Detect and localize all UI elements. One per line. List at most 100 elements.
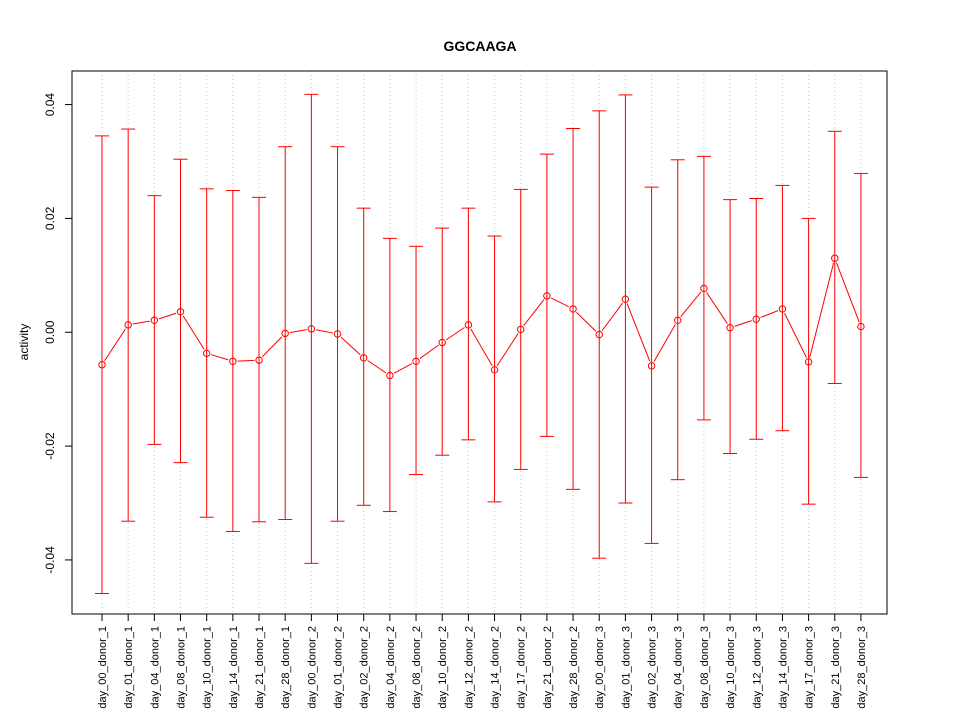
series-segment (680, 291, 702, 317)
x-tick-label: day_21_donor_1 (254, 626, 266, 709)
series-segment (445, 327, 465, 341)
x-tick-label: day_14_donor_2 (490, 626, 502, 709)
data-point (360, 354, 368, 362)
x-tick-label: day_10_donor_3 (725, 626, 737, 709)
series-segment (706, 292, 728, 325)
x-tick-label: day_01_donor_2 (333, 626, 345, 709)
series-segment (470, 328, 493, 367)
data-point (281, 329, 289, 338)
x-tick-label: day_00_donor_2 (306, 626, 318, 709)
series-segment (419, 344, 439, 359)
series-line (104, 262, 860, 374)
series-segment (626, 303, 651, 362)
data-point (490, 366, 499, 374)
data-points (98, 254, 865, 380)
data-point (778, 305, 787, 313)
data-point (333, 330, 342, 338)
series-segment (237, 359, 255, 362)
data-point (857, 322, 865, 331)
series-segment (523, 299, 545, 327)
x-tick-label: day_00_donor_3 (594, 626, 606, 709)
x-tick-label: day_21_donor_2 (542, 626, 554, 709)
series-segment (393, 363, 413, 374)
data-point (255, 356, 263, 364)
data-point (674, 316, 682, 325)
data-point (726, 324, 734, 332)
series-segment (809, 262, 835, 358)
data-point (176, 308, 185, 316)
data-point (386, 371, 394, 380)
x-tick-label: day_10_donor_1 (202, 626, 214, 709)
data-point (621, 295, 630, 303)
x-tick-label: day_04_donor_2 (385, 626, 397, 709)
x-axis: day_00_donor_1 day_01_donor_1 day_04_donor… (97, 613, 868, 709)
data-point (569, 305, 577, 313)
series-segment (784, 312, 807, 358)
x-tick-label: day_08_donor_3 (699, 626, 711, 709)
series-segment (340, 336, 361, 356)
y-tick-label: 0.04 (43, 93, 57, 117)
x-tick-label: day_04_donor_3 (673, 626, 685, 709)
x-tick-label: day_21_donor_3 (830, 626, 842, 709)
data-point (438, 338, 446, 347)
x-tick-label: day_28_donor_2 (568, 626, 580, 709)
y-tick-label: 0.02 (43, 206, 57, 230)
x-tick-label: day_01_donor_3 (620, 626, 632, 709)
series-segment (760, 310, 779, 318)
data-point (150, 316, 159, 325)
series-segment (104, 328, 127, 362)
x-tick-label: day_14_donor_3 (777, 626, 789, 709)
y-tick-label: 0.00 (43, 320, 57, 344)
data-point (229, 357, 237, 365)
series-segment (550, 297, 570, 308)
y-axis-label: activity (17, 324, 31, 361)
x-tick-label: day_01_donor_1 (123, 626, 135, 709)
x-tick-label: day_08_donor_1 (176, 626, 188, 709)
x-tick-label: day_28_donor_3 (856, 626, 868, 709)
error-bars (95, 93, 868, 595)
series-segment (367, 360, 387, 374)
data-point (202, 349, 211, 358)
series-segment (496, 333, 519, 367)
x-tick-label: day_14_donor_1 (228, 626, 240, 709)
data-point (700, 284, 708, 293)
x-tick-label: day_00_donor_1 (97, 626, 109, 709)
x-tick-label: day_02_donor_2 (359, 626, 371, 709)
series-segment (653, 324, 676, 363)
x-tick-label: day_08_donor_2 (411, 626, 423, 709)
grid-lines (101, 71, 862, 614)
chart-title: GGCAAGA (443, 38, 516, 54)
data-point (647, 362, 656, 370)
data-point (98, 360, 106, 369)
x-tick-label: day_02_donor_3 (647, 626, 659, 709)
data-point (464, 321, 473, 329)
data-point (595, 330, 603, 339)
data-point (543, 292, 551, 300)
data-point (412, 357, 420, 365)
series-segment (289, 329, 307, 334)
y-axis: -0.04 -0.02 0.00 0.02 0.04 (43, 93, 73, 574)
y-tick-label: -0.04 (43, 546, 57, 574)
data-point (307, 325, 316, 333)
series-segment (576, 311, 597, 332)
series-segment (315, 329, 334, 334)
x-tick-label: day_10_donor_2 (437, 626, 449, 709)
plot-frame (71, 70, 888, 615)
x-tick-label: day_12_donor_2 (463, 626, 475, 709)
data-point (831, 254, 839, 262)
series-segment (182, 315, 205, 350)
x-tick-label: day_17_donor_2 (516, 626, 528, 709)
series-segment (601, 302, 624, 332)
data-point (804, 358, 813, 366)
x-tick-label: day_17_donor_3 (804, 626, 816, 709)
series-segment (835, 262, 860, 323)
series-segment (211, 354, 229, 361)
data-point (124, 321, 132, 329)
x-tick-label: day_28_donor_1 (280, 626, 292, 709)
y-tick-label: -0.02 (43, 432, 57, 460)
series-segment (132, 320, 150, 325)
x-tick-label: day_12_donor_3 (751, 626, 763, 709)
series-segment (158, 312, 177, 320)
data-point (752, 315, 760, 323)
